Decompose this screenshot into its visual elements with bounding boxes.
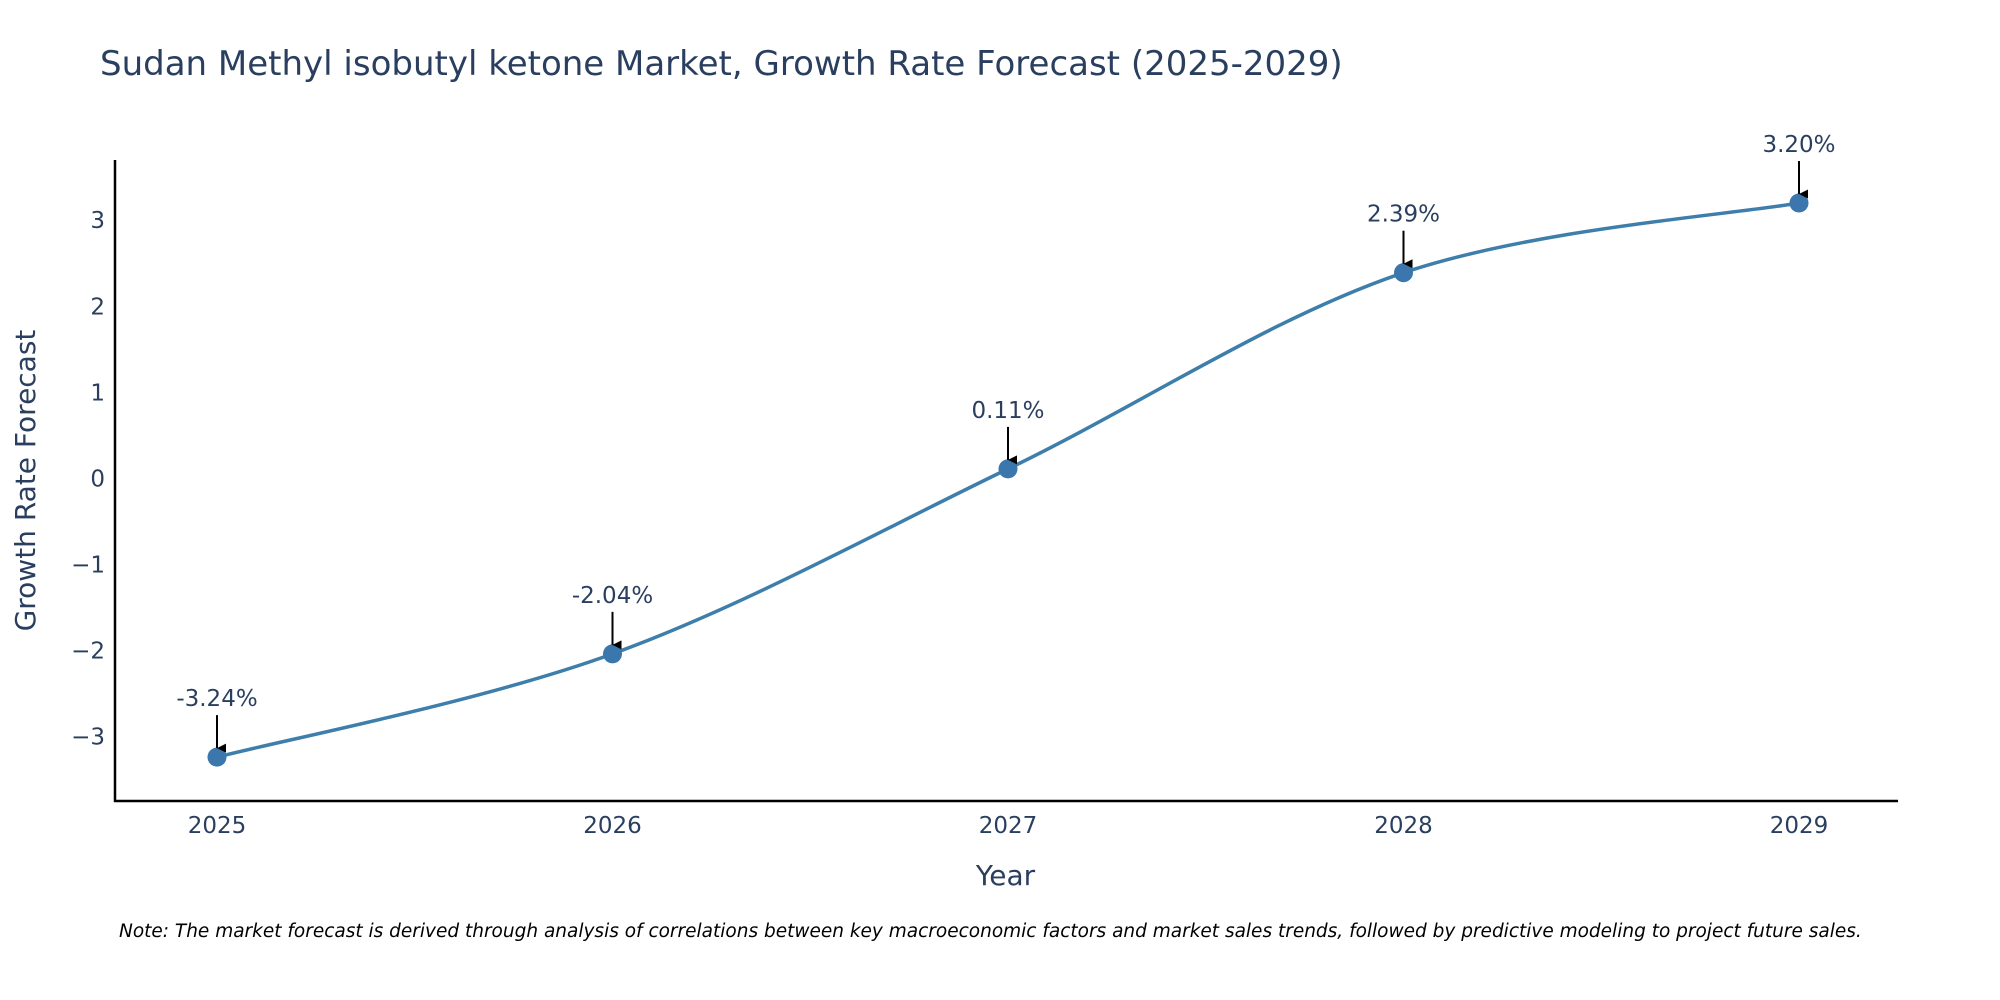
data-label-2025: -3.24% — [176, 686, 257, 712]
y-axis-title: Growth Rate Forecast — [9, 330, 42, 632]
data-label-2026: -2.04% — [572, 583, 653, 609]
y-tick-label: −3 — [71, 724, 105, 750]
x-tick-label: 2029 — [1770, 813, 1829, 839]
annotations: -3.24% -2.04% 0.11% 2.39% 3.20% — [176, 132, 1836, 753]
data-point-2026[interactable] — [603, 644, 622, 664]
axes — [113, 160, 1898, 803]
data-label-2029: 3.20% — [1762, 132, 1835, 158]
chart-note: Note: The market forecast is derived thr… — [119, 921, 1862, 942]
data-label-2028: 2.39% — [1367, 202, 1440, 228]
y-tick-label: 2 — [90, 294, 105, 320]
data-point-2029[interactable] — [1789, 193, 1809, 213]
x-tick-label: 2027 — [979, 813, 1038, 839]
data-label-2027: 0.11% — [971, 398, 1044, 424]
x-tick-label: 2025 — [188, 813, 247, 839]
data-point-2028[interactable] — [1394, 263, 1413, 283]
growth-rate-line — [216, 201, 1800, 759]
data-point-2025[interactable] — [207, 747, 227, 767]
series — [207, 193, 1809, 767]
chart-title: Sudan Methyl isobutyl ketone Market, Gro… — [100, 44, 1343, 84]
y-tick-label: −1 — [71, 552, 105, 578]
ticks: −3 −2 −1 0 1 2 3 2025 2026 2027 2028 2029 — [71, 208, 1828, 839]
x-axis-title: Year — [975, 859, 1036, 892]
y-tick-label: 1 — [90, 380, 105, 406]
y-tick-label: 3 — [90, 208, 105, 234]
data-point-2027[interactable] — [998, 459, 1018, 479]
x-tick-label: 2028 — [1374, 813, 1433, 839]
y-tick-label: 0 — [90, 466, 105, 492]
growth-rate-chart: −3 −2 −1 0 1 2 3 2025 2026 2027 2028 2029 -3.24% -2.… — [9, 132, 1898, 892]
x-tick-label: 2026 — [583, 813, 642, 839]
y-tick-label: −2 — [71, 638, 105, 664]
